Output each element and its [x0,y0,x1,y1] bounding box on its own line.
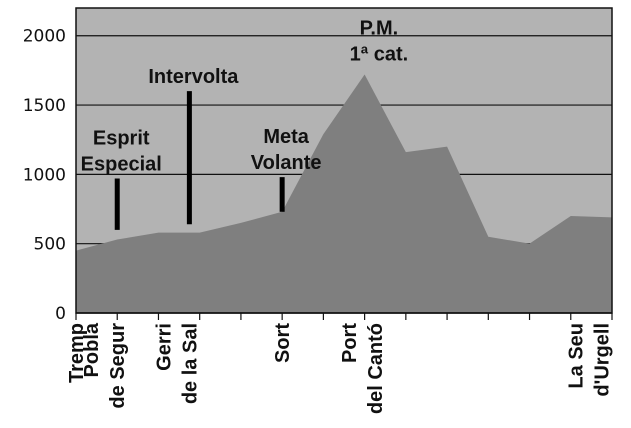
esprit-label: Esprit [93,128,150,150]
x-tick-label: d'Urgell [592,323,614,397]
y-tick-label: 0 [55,304,66,324]
x-tick-label: Tremp [66,323,88,383]
y-tick-label: 1500 [23,96,66,116]
x-tick-label: Pobla [81,322,103,377]
y-tick-label: 500 [34,235,66,255]
x-tick-label: del Cantó [365,323,387,414]
x-axis [75,312,613,320]
x-tick-label: Gerri [153,323,175,371]
y-tick-label: 1000 [23,165,66,185]
plot-frame [75,7,613,314]
elevation-area [76,74,612,313]
x-tick-label: de la Sal [179,323,201,404]
pm-label: 1ª cat. [350,44,409,66]
meta-label: Meta [263,126,309,148]
meta-label: Volante [251,152,322,174]
x-tick-label: de Segur [107,323,129,409]
x-tick-label: La Seu [566,323,588,389]
esprit-label: Especial [81,154,162,176]
x-tick-label: Sort [272,323,294,363]
pm-label: P.M. [360,18,399,40]
annotations: Esprit Especial Intervolta Meta Volante P.M. 1… [81,18,409,230]
intervolta-label: Intervolta [148,66,239,88]
x-tick-label: Port [339,323,361,363]
y-tick-label: 2000 [23,27,66,47]
y-axis-ticks: 0 500 1000 1500 2000 [23,27,66,324]
